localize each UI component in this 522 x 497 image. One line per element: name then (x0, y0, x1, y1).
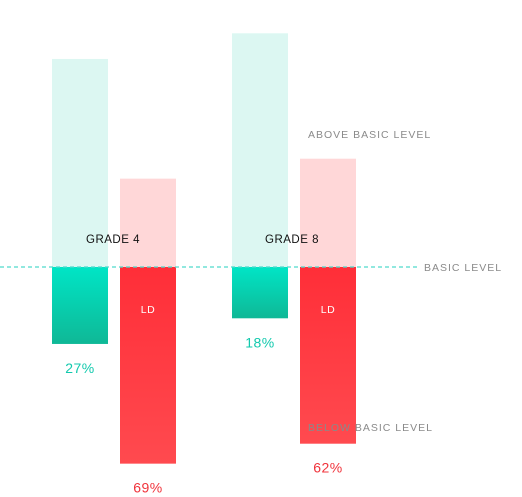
grade-4-ld-bar-label: LD (141, 304, 155, 316)
grade-8-ld-value-label: 62% (313, 460, 343, 476)
grade-8-ld-below-basic-bar (300, 267, 356, 444)
below-basic-level-annotation: BELOW BASIC LEVEL (308, 422, 433, 434)
grade-8-label: GRADE 8 (265, 234, 319, 246)
grade-4-ld-below-basic-bar (120, 267, 176, 464)
grade-4-non-ld-below-basic-bar (52, 267, 108, 344)
bars-layer (52, 33, 356, 464)
grade-4-ld-above-basic-bar (120, 178, 176, 267)
grade-8-non-ld-value-label: 18% (245, 334, 275, 350)
grade-8-ld-above-basic-bar (300, 158, 356, 267)
grade-8-ld-bar-label: LD (321, 304, 335, 316)
grade-8-non-ld-above-basic-bar (232, 33, 288, 267)
grade-4-label: GRADE 4 (86, 234, 140, 246)
above-basic-level-annotation: ABOVE BASIC LEVEL (308, 129, 431, 141)
grade-4-non-ld-value-label: 27% (65, 360, 95, 376)
grade-4-ld-value-label: 69% (133, 480, 163, 496)
grade-8-non-ld-below-basic-bar (232, 267, 288, 319)
basic-level-annotation: BASIC LEVEL (424, 262, 502, 274)
labels-layer: 27% LD 69% GRADE 4 18% LD 62% GRADE 8 (65, 234, 343, 496)
grade-4-non-ld-above-basic-bar (52, 58, 108, 268)
